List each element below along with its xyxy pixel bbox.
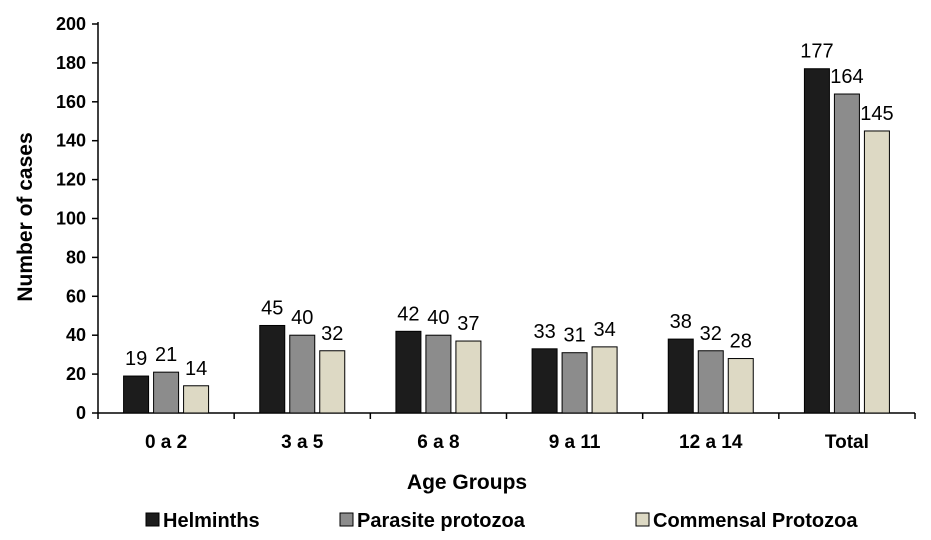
x-tick-label: Total: [825, 432, 869, 453]
y-tick-label: 200: [56, 14, 86, 34]
bar-helminths: [803, 68, 830, 414]
y-tick-label: 20: [66, 364, 86, 384]
data-label: 31: [563, 325, 585, 347]
data-label: 38: [670, 311, 692, 333]
bar-parasite-protozoa: [561, 352, 588, 414]
bar-helminths: [531, 348, 558, 414]
y-tick-label: 0: [76, 403, 86, 423]
data-label: 145: [860, 103, 893, 125]
y-tick-label: 80: [66, 247, 86, 267]
bar-parasite-protozoa: [153, 371, 180, 414]
bar-commensal-protozoa: [183, 385, 210, 414]
y-tick-label: 140: [56, 131, 86, 151]
bar-parasite-protozoa: [425, 334, 452, 414]
bar-commensal-protozoa: [455, 340, 482, 414]
data-label: 40: [291, 307, 313, 329]
legend: Helminths Parasite protozoa Commensal Prot…: [145, 510, 858, 532]
bar-commensal-protozoa: [319, 350, 346, 414]
bar-helminths: [667, 338, 694, 414]
x-axis-title: Age Groups: [407, 471, 527, 494]
y-tick-label: 160: [56, 92, 86, 112]
legend-swatch: [145, 512, 160, 527]
legend-label: Commensal Protozoa: [653, 510, 858, 532]
data-label: 45: [261, 297, 283, 319]
data-label: 21: [155, 344, 177, 366]
data-label: 28: [730, 331, 752, 353]
legend-swatch: [339, 512, 354, 527]
y-axis-title: Number of cases: [14, 132, 37, 301]
x-tick-label: 6 a 8: [417, 432, 459, 453]
bar-parasite-protozoa: [697, 350, 724, 414]
bar-helminths: [259, 324, 286, 414]
data-label: 33: [533, 321, 555, 343]
legend-label: Helminths: [163, 510, 260, 532]
bar-parasite-protozoa: [289, 334, 316, 414]
data-label: 34: [593, 319, 615, 341]
bar-helminths: [395, 330, 422, 414]
data-label: 14: [185, 358, 207, 380]
bar-commensal-protozoa: [863, 130, 890, 414]
legend-swatch: [635, 512, 650, 527]
x-tick-label: 9 a 11: [549, 432, 601, 453]
data-labels: 19 21 14 45 40 32 42 40 37 33 31 34 38 32 28 177 164 145: [125, 41, 894, 380]
data-label: 32: [321, 323, 343, 345]
y-tick-label: 120: [56, 170, 86, 190]
x-tick-label: 12 a 14: [679, 432, 743, 453]
x-tick-label: 0 a 2: [145, 432, 187, 453]
data-label: 164: [830, 66, 863, 88]
x-tick-label: 3 a 5: [281, 432, 324, 453]
y-tick-label: 60: [66, 286, 86, 306]
bar-commensal-protozoa: [727, 358, 754, 414]
y-tick-label: 180: [56, 53, 86, 73]
legend-label: Parasite protozoa: [357, 510, 526, 532]
data-label: 42: [397, 303, 419, 325]
bars: [123, 68, 890, 414]
axes: 0 20 40 60 80 100 120 140 160 180 200 0 a 2 3 a 5 6 a…: [56, 14, 916, 453]
bar-parasite-protozoa: [833, 93, 860, 414]
data-label: 32: [700, 323, 722, 345]
y-tick-label: 100: [56, 209, 86, 229]
data-label: 19: [125, 348, 147, 370]
data-label: 40: [427, 307, 449, 329]
data-label: 37: [457, 313, 479, 335]
data-label: 177: [800, 41, 833, 63]
bar-helminths: [123, 375, 150, 414]
bar-commensal-protozoa: [591, 346, 618, 414]
y-tick-label: 40: [66, 325, 86, 345]
